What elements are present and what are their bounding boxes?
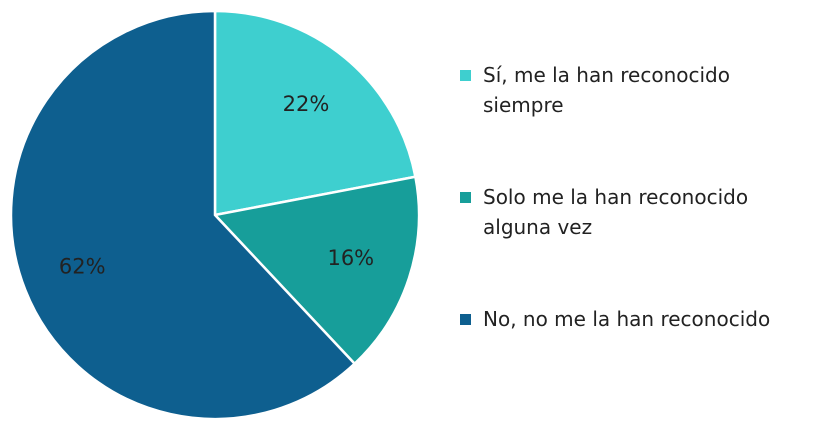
legend: Sí, me la han reconocido siempre Solo me …: [460, 60, 810, 426]
data-label: 16%: [327, 246, 374, 270]
legend-swatch: [460, 314, 471, 325]
legend-item: No, no me la han reconocido: [460, 304, 810, 426]
legend-item: Solo me la han reconocido alguna vez: [460, 182, 810, 304]
legend-swatch: [460, 192, 471, 203]
pie-slice: [213, 9, 417, 217]
data-label: 22%: [283, 92, 330, 116]
legend-label: Sí, me la han reconocido siempre: [483, 63, 730, 117]
chart: 22% 16% 62%: [9, 9, 421, 419]
legend-label: No, no me la han reconocido: [483, 307, 771, 331]
legend-item: Sí, me la han reconocido siempre: [460, 60, 810, 182]
legend-label: Solo me la han reconocido alguna vez: [483, 185, 749, 239]
pie-slice: [9, 9, 357, 419]
data-label: 62%: [59, 255, 106, 279]
legend-swatch: [460, 70, 471, 81]
pie-slice: [212, 175, 421, 366]
